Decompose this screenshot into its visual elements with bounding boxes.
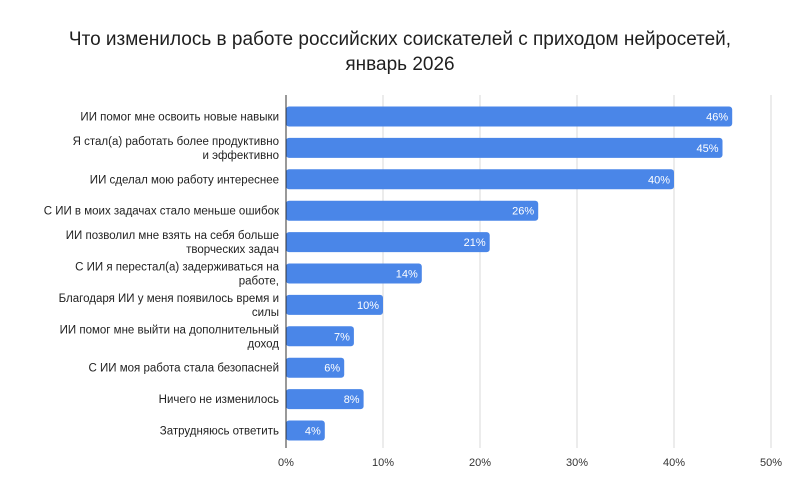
x-tick-label: 0% — [278, 457, 294, 469]
bar — [286, 294, 383, 315]
data-label: 26% — [512, 206, 534, 218]
bar — [286, 169, 674, 190]
data-label: 21% — [464, 237, 486, 249]
data-label: 8% — [344, 394, 360, 406]
category-label: Затрудняюсь ответить — [160, 426, 279, 438]
bar — [286, 357, 345, 378]
category-label: С ИИ я перестал(а) задерживаться на — [75, 262, 279, 274]
data-label: 46% — [706, 112, 728, 124]
data-label: 14% — [396, 269, 418, 281]
bar — [286, 326, 354, 347]
data-label: 4% — [305, 426, 321, 438]
category-label: работе, — [239, 276, 279, 288]
category-label: С ИИ моя работа стала безопасней — [89, 363, 279, 375]
category-label: доход — [248, 338, 280, 350]
chart-title-line: Что изменилось в работе российских соиск… — [69, 29, 731, 50]
category-label: Благодаря ИИ у меня появилось время и — [59, 293, 279, 305]
bar — [286, 200, 539, 221]
category-label: Я стал(а) работать более продуктивно — [73, 136, 279, 148]
x-tick-label: 10% — [372, 457, 394, 469]
bar — [286, 263, 422, 284]
category-label: силы — [252, 307, 279, 319]
data-label: 6% — [324, 363, 340, 375]
bar — [286, 137, 723, 158]
bar — [286, 420, 325, 441]
category-label: ИИ помог мне выйти на дополнительный — [60, 324, 279, 336]
x-tick-label: 30% — [566, 457, 588, 469]
x-tick-label: 40% — [663, 457, 685, 469]
bar — [286, 232, 490, 253]
data-label: 7% — [334, 331, 350, 343]
data-label: 45% — [696, 143, 718, 155]
bar — [286, 106, 733, 127]
category-label: творческих задач — [186, 244, 279, 256]
category-label: ИИ сделал мою работу интереснее — [90, 174, 279, 186]
category-label: ИИ позволил мне взять на себя больше — [66, 230, 279, 242]
data-label: 10% — [357, 300, 379, 312]
category-label: ИИ помог мне освоить новые навыки — [80, 112, 279, 124]
chart-title-line: январь 2026 — [345, 54, 454, 75]
bar — [286, 389, 364, 410]
x-tick-label: 50% — [760, 457, 782, 469]
category-label: Ничего не изменилось — [159, 394, 279, 406]
data-label: 40% — [648, 174, 670, 186]
category-label: С ИИ в моих задачах стало меньше ошибок — [44, 206, 280, 218]
category-label: и эффективно — [202, 150, 279, 162]
x-tick-label: 20% — [469, 457, 491, 469]
